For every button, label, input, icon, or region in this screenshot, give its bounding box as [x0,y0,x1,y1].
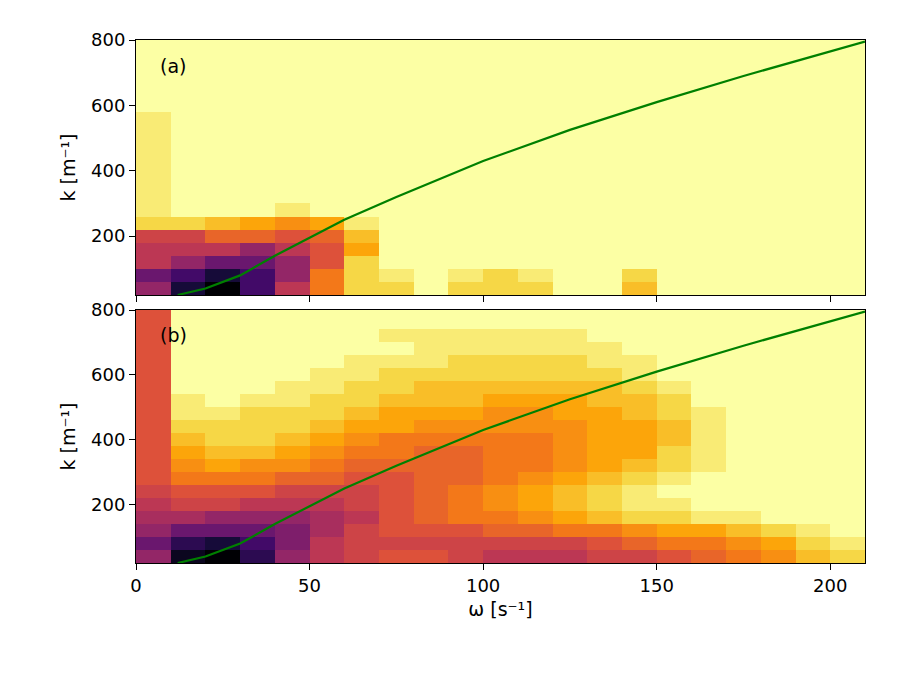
svg-text:200: 200 [91,225,125,246]
svg-text:50: 50 [298,575,321,596]
svg-text:150: 150 [640,575,674,596]
svg-text:100: 100 [466,575,500,596]
svg-text:200: 200 [813,575,847,596]
svg-text:ω [s⁻¹]: ω [s⁻¹] [468,598,532,620]
svg-text:400: 400 [91,160,125,181]
svg-text:600: 600 [91,95,125,116]
svg-text:(b): (b) [160,324,187,346]
svg-text:600: 600 [91,364,125,385]
svg-text:0: 0 [130,575,141,596]
svg-text:k [m⁻¹]: k [m⁻¹] [57,133,79,201]
svg-text:(a): (a) [160,55,186,77]
svg-text:k [m⁻¹]: k [m⁻¹] [57,402,79,470]
svg-text:800: 800 [91,299,125,320]
svg-text:200: 200 [91,494,125,515]
svg-text:400: 400 [91,429,125,450]
svg-text:800: 800 [91,29,125,50]
